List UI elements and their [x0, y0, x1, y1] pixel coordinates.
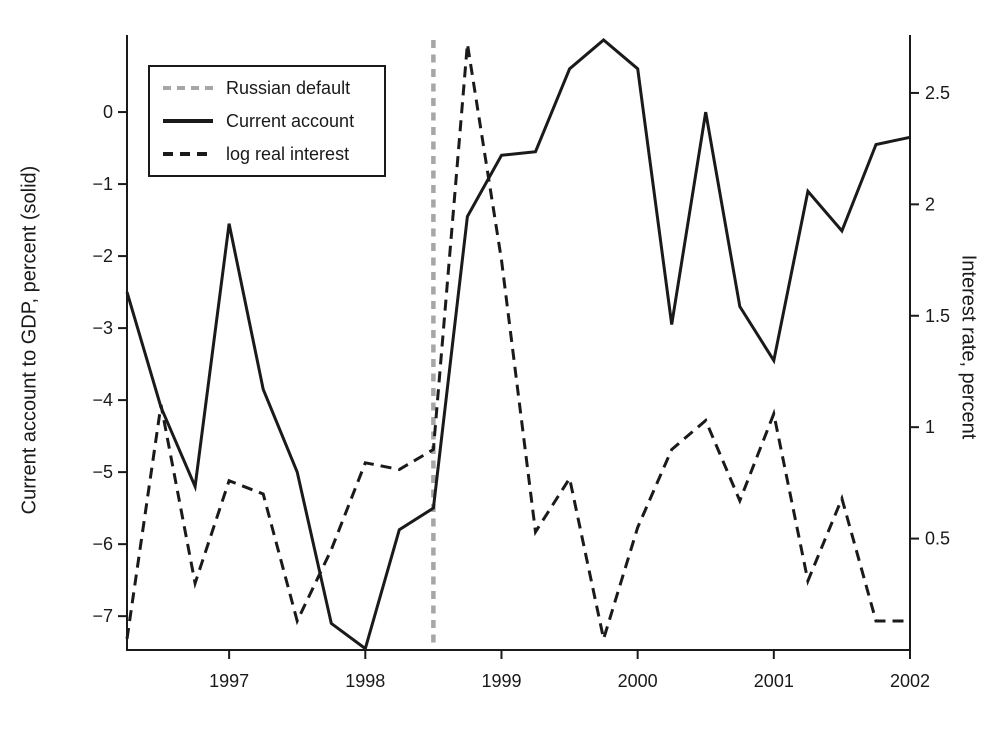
legend: Russian default Current account log real… — [148, 65, 386, 177]
x-tick-label: 1998 — [345, 671, 385, 691]
right-tick-label: 1 — [925, 417, 935, 437]
x-tick-label: 1999 — [481, 671, 521, 691]
legend-item-current-account: Current account — [163, 112, 378, 130]
left-tick-label: −4 — [92, 390, 113, 410]
legend-label-log-real-interest: log real interest — [226, 144, 350, 164]
left-tick-label: −2 — [92, 246, 113, 266]
left-tick-label: −1 — [92, 174, 113, 194]
legend-line-sample-log-real-interest — [163, 152, 213, 156]
left-axis-title: Current account to GDP, percent (solid) — [18, 165, 41, 515]
right-tick-label: 2 — [925, 194, 935, 214]
left-tick-label: 0 — [103, 102, 113, 122]
legend-item-russian-default: Russian default — [163, 79, 378, 97]
legend-label-russian-default: Russian default — [226, 78, 351, 98]
series-log-real-interest — [125, 43, 910, 645]
right-tick-label: 1.5 — [925, 306, 950, 326]
left-tick-label: −7 — [92, 606, 113, 626]
legend-item-log-real-interest: log real interest — [163, 145, 378, 163]
series-current-account — [125, 38, 911, 652]
x-tick-label: 2002 — [890, 671, 930, 691]
x-tick-label: 2000 — [618, 671, 658, 691]
right-tick-label: 0.5 — [925, 529, 950, 549]
left-tick-label: −5 — [92, 462, 113, 482]
left-tick-label: −3 — [92, 318, 113, 338]
left-tick-label: −6 — [92, 534, 113, 554]
x-tick-label: 1997 — [209, 671, 249, 691]
legend-line-sample-russian-default — [163, 86, 213, 90]
legend-line-sample-current-account — [163, 119, 213, 123]
x-tick-label: 2001 — [754, 671, 794, 691]
legend-label-current-account: Current account — [226, 111, 355, 131]
right-axis-title: Interest rate, percent — [957, 254, 980, 440]
right-tick-label: 2.5 — [925, 83, 950, 103]
